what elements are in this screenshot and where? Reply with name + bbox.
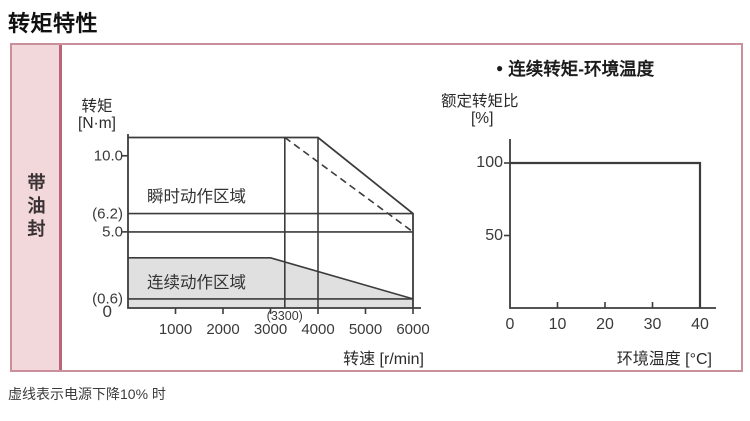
- page-title: 转矩特性: [8, 11, 99, 36]
- torque_speed-x-tick-label: 6000: [396, 321, 430, 338]
- torque-axis-label: 转矩 [N·m]: [66, 98, 128, 132]
- torque_speed-y-tick-label: 10.0: [93, 147, 123, 165]
- bullet-icon: ●: [496, 61, 504, 75]
- torque_speed-x-tick-label: (3300): [266, 309, 303, 323]
- torque_temperature-x-tick-label: 0: [505, 316, 515, 333]
- torque_temperature-x-tick-label: 30: [643, 316, 662, 333]
- oil-seal-band: 带油封: [12, 45, 62, 370]
- temp-chart-title-text: 连续转矩-环境温度: [508, 59, 655, 79]
- torque_speed-x-tick-label: 3000: [253, 321, 288, 338]
- ratio-axis-unit: [%]: [471, 110, 494, 127]
- torque_temperature-y-tick-label: 50: [485, 226, 503, 244]
- oil-seal-label: 带油封: [25, 173, 46, 242]
- torque-axis-unit: [N·m]: [78, 115, 116, 132]
- torque_speed-x-tick-label: 2000: [206, 321, 240, 338]
- ratio-axis-label: 额定转矩比 [%]: [441, 93, 519, 127]
- instantaneous-region-label: 瞬时动作区域: [147, 188, 246, 206]
- torque_temperature-x-tick-label: 20: [596, 316, 614, 333]
- torque_speed-x-tick-label: 1000: [158, 321, 193, 338]
- torque_temperature-y-tick-label: 100: [476, 154, 503, 171]
- dashed-line-note: 虚线表示电源下降10% 时: [8, 386, 166, 402]
- continuous-region-label: 连续动作区域: [147, 274, 246, 292]
- torque-axis-label-text: 转矩: [81, 98, 113, 115]
- speed-axis-label: 转速 [r/min]: [343, 351, 424, 368]
- torque_temperature-x-tick-label: 10: [548, 316, 567, 333]
- torque_speed-x-tick-label: 5000: [348, 321, 383, 338]
- speed-chart-origin-label: 0: [102, 302, 112, 321]
- temp-chart-title: ● 连续转矩-环境温度: [496, 56, 654, 81]
- torque_speed-y-tick-label: (6.2): [92, 205, 123, 223]
- torque_temperature-x-tick-label: 40: [691, 316, 709, 333]
- ratio-axis-label-text: 额定转矩比: [441, 93, 519, 110]
- torque_speed-y-tick-label: (0.6): [92, 290, 123, 308]
- torque_speed-x-tick-label: 4000: [301, 321, 335, 338]
- torque_speed-y-tick-label: 5.0: [102, 223, 123, 241]
- temperature-axis-label: 环境温度 [°C]: [616, 351, 712, 368]
